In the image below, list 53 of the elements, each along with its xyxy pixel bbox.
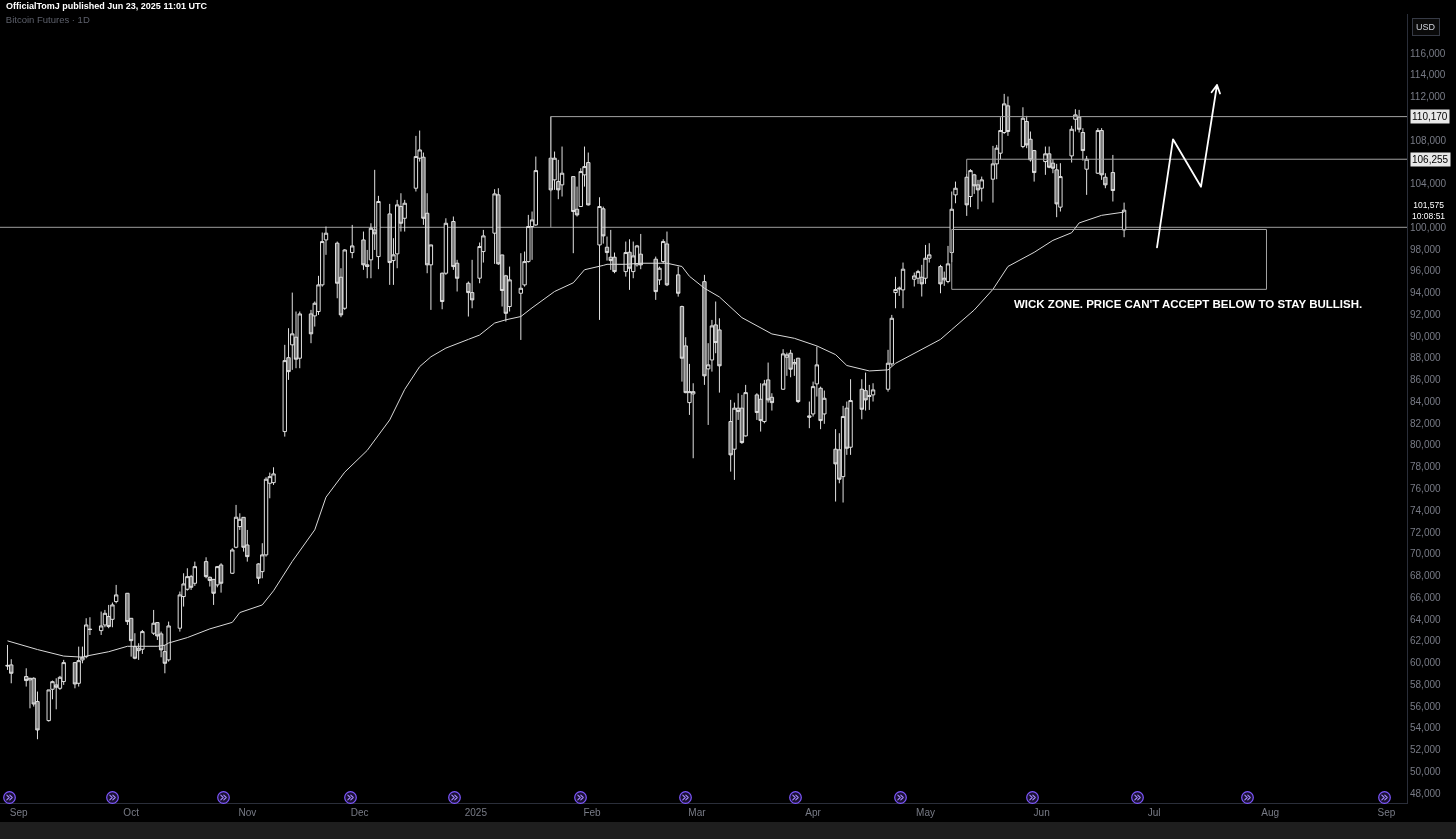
x-tick-label: Oct bbox=[123, 807, 140, 818]
chart-title: Bitcoin Futures · 1D bbox=[5, 14, 90, 26]
y-tick-label: 70,000 bbox=[1410, 548, 1442, 560]
x-tick-label: May bbox=[916, 807, 935, 818]
x-tick-label: Jun bbox=[1033, 807, 1050, 818]
y-tick-label: 90,000 bbox=[1410, 330, 1442, 342]
y-tick-label: 84,000 bbox=[1410, 395, 1442, 407]
y-tick-label: 72,000 bbox=[1410, 526, 1442, 538]
y-tick-label: 96,000 bbox=[1410, 265, 1442, 277]
text: 101,575 bbox=[1413, 200, 1445, 210]
y-tick-label: 64,000 bbox=[1410, 613, 1442, 625]
y-tick-label: 76,000 bbox=[1410, 482, 1442, 494]
series-label: 106,255 bbox=[1412, 154, 1449, 165]
y-tick-label: 92,000 bbox=[1410, 308, 1442, 320]
y-tick-label: 52,000 bbox=[1410, 744, 1442, 756]
y-tick-label: 54,000 bbox=[1410, 722, 1442, 734]
y-tick-label: 80,000 bbox=[1410, 439, 1442, 451]
y-tick-label: 58,000 bbox=[1410, 678, 1442, 690]
y-tick-label: 50,000 bbox=[1410, 765, 1442, 777]
x-tick-label: 2025 bbox=[464, 807, 488, 818]
x-tick-label: Dec bbox=[350, 807, 369, 818]
text: 10:08:51 bbox=[1412, 211, 1446, 222]
series-label: 110,170 bbox=[1412, 111, 1448, 122]
x-tick-label: Mar bbox=[688, 807, 707, 818]
y-tick-label: 82,000 bbox=[1410, 417, 1442, 429]
y-tick-label: 88,000 bbox=[1410, 352, 1442, 364]
y-tick-label: 108,000 bbox=[1410, 134, 1447, 146]
y-tick-label: 114,000 bbox=[1410, 69, 1446, 81]
y-tick-label: 100,000 bbox=[1410, 221, 1447, 233]
y-tick-label: 104,000 bbox=[1410, 178, 1447, 190]
x-tick-label: Sep bbox=[9, 807, 29, 818]
y-tick-label: 48,000 bbox=[1410, 787, 1442, 799]
x-tick-label: Aug bbox=[1261, 807, 1280, 818]
y-tick-label: 62,000 bbox=[1410, 635, 1442, 647]
y-tick-label: 112,000 bbox=[1410, 91, 1446, 103]
annotation: WICK ZONE. PRICE CAN'T ACCEPT BELOW TO STAY BULLISH. bbox=[1014, 298, 1363, 310]
y-tick-label: 116,000 bbox=[1410, 47, 1446, 59]
y-axis-title: USD bbox=[1416, 22, 1436, 32]
y-tick-label: 56,000 bbox=[1410, 700, 1442, 712]
y-tick-label: 86,000 bbox=[1410, 374, 1442, 386]
y-tick-label: 78,000 bbox=[1410, 461, 1442, 473]
y-tick-label: 60,000 bbox=[1410, 657, 1442, 669]
x-tick-label: Feb bbox=[583, 807, 602, 818]
y-tick-label: 68,000 bbox=[1410, 570, 1442, 582]
y-tick-label: 66,000 bbox=[1410, 591, 1442, 603]
x-tick-label: Apr bbox=[805, 807, 822, 818]
y-tick-label: 74,000 bbox=[1410, 504, 1442, 516]
x-tick-label: Sep bbox=[1377, 807, 1396, 818]
y-tick-label: 98,000 bbox=[1410, 243, 1442, 255]
x-tick-label: Nov bbox=[238, 807, 257, 818]
y-tick-label: 94,000 bbox=[1410, 287, 1442, 299]
text: OfficialTomJ published Jun 23, 2025 11:01 UTC bbox=[6, 1, 208, 11]
x-tick-label: Jul bbox=[1147, 807, 1161, 818]
